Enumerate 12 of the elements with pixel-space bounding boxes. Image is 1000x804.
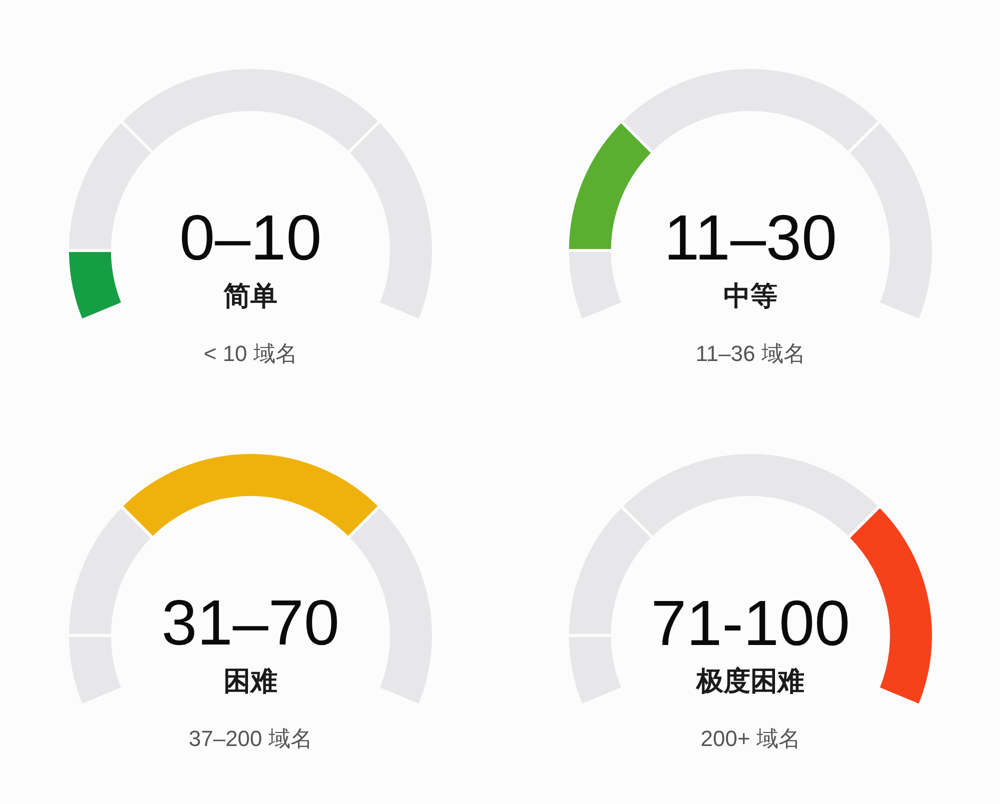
text: 中等 bbox=[724, 281, 778, 312]
text: 37–200 域名 bbox=[188, 726, 312, 751]
text: 11–30 bbox=[664, 202, 838, 274]
text: < 10 域名 bbox=[204, 341, 298, 366]
text: 极度困难 bbox=[696, 666, 804, 697]
text: 31–70 bbox=[162, 586, 340, 658]
text: 简单 bbox=[222, 281, 278, 312]
text: 0–10 bbox=[179, 202, 322, 274]
text: 71-100 bbox=[650, 587, 850, 659]
text: 困难 bbox=[224, 666, 278, 697]
text: 11–36 域名 bbox=[696, 341, 806, 366]
text: 200+ 域名 bbox=[700, 726, 800, 751]
